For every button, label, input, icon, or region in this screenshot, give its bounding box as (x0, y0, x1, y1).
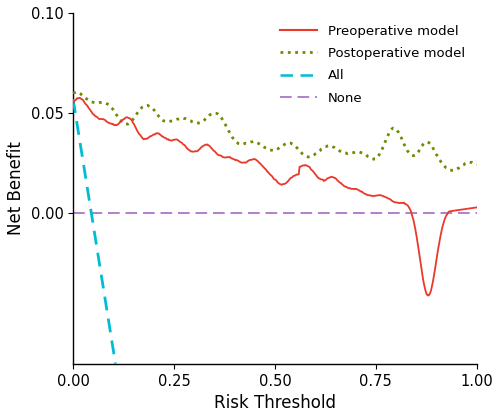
Y-axis label: Net Benefit: Net Benefit (7, 142, 25, 235)
X-axis label: Risk Threshold: Risk Threshold (214, 394, 336, 412)
Legend: Preoperative model, Postoperative model, All, None: Preoperative model, Postoperative model,… (275, 20, 470, 110)
